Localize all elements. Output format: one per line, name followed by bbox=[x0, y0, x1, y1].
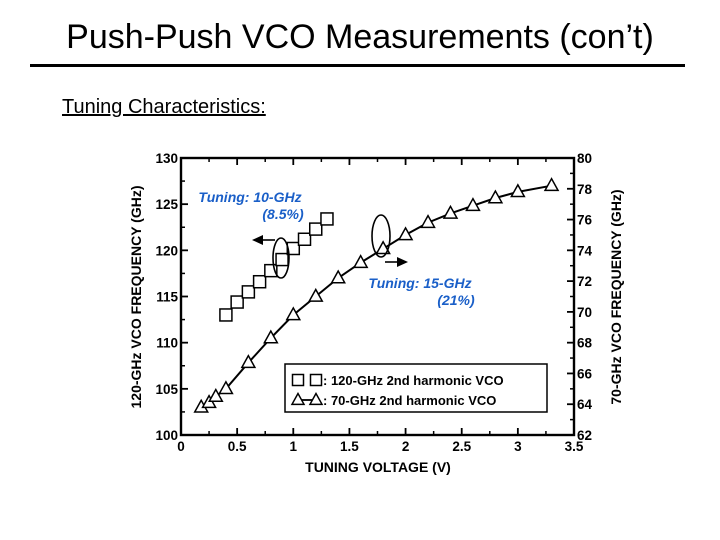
x-tick-label: 0.5 bbox=[228, 439, 247, 454]
data-point-120ghz bbox=[219, 308, 233, 322]
data-point-70ghz bbox=[543, 177, 560, 192]
x-tick-label: 3 bbox=[514, 439, 522, 454]
y-right-tick-label: 78 bbox=[577, 182, 593, 197]
legend-box bbox=[284, 363, 548, 413]
right-arrow-head-icon bbox=[397, 257, 408, 267]
y-right-tick-label: 72 bbox=[577, 274, 592, 289]
data-point-120ghz bbox=[275, 252, 289, 267]
y-left-tick-label: 115 bbox=[156, 290, 178, 305]
data-point-70ghz bbox=[218, 380, 234, 395]
data-point-70ghz bbox=[307, 287, 324, 302]
y-right-tick-label: 76 bbox=[577, 213, 593, 228]
left-arrow-head-icon bbox=[252, 235, 263, 245]
x-tick-label: 1.5 bbox=[340, 439, 359, 454]
data-point-120ghz bbox=[241, 285, 256, 299]
data-point-70ghz bbox=[285, 306, 302, 321]
y-left-tick-label: 125 bbox=[155, 197, 178, 212]
x-tick-label: 1 bbox=[290, 439, 298, 454]
x-tick-label: 3.5 bbox=[565, 439, 584, 454]
left-tuning-label-2: (8.5%) bbox=[262, 206, 304, 222]
legend-triangle-marker bbox=[308, 391, 324, 406]
data-point-70ghz bbox=[263, 329, 279, 344]
y-right-tick-label: 62 bbox=[577, 428, 592, 443]
right-tuning-ellipse bbox=[371, 214, 391, 258]
data-point-120ghz bbox=[297, 232, 312, 247]
data-point-70ghz bbox=[240, 354, 257, 369]
x-axis-label: TUNING VOLTAGE (V) bbox=[305, 459, 451, 475]
y-right-tick-label: 64 bbox=[577, 397, 593, 412]
data-point-70ghz bbox=[510, 183, 526, 198]
data-point-70ghz bbox=[465, 197, 481, 212]
data-point-120ghz bbox=[230, 295, 244, 309]
legend-square-marker bbox=[309, 373, 323, 387]
data-point-70ghz bbox=[487, 189, 504, 204]
legend-label-120ghz: : 120-GHz 2nd harmonic VCO bbox=[323, 373, 504, 388]
data-point-70ghz bbox=[442, 204, 459, 219]
data-point-120ghz bbox=[252, 274, 267, 289]
x-tick-label: 2.5 bbox=[452, 439, 471, 454]
y-right-tick-label: 80 bbox=[577, 151, 592, 166]
y-left-tick-label: 130 bbox=[155, 151, 178, 166]
slide-title: Push-Push VCO Measurements (con’t) bbox=[66, 18, 654, 56]
y-right-tick-label: 70 bbox=[577, 305, 592, 320]
right-tuning-label-1: Tuning: 15-GHz bbox=[368, 275, 471, 291]
slide-subtitle: Tuning Characteristics: bbox=[62, 96, 266, 118]
y-right-tick-label: 74 bbox=[577, 243, 593, 258]
series-markers bbox=[193, 177, 560, 413]
x-tick-label: 2 bbox=[402, 439, 410, 454]
legend-label-70ghz: : 70-GHz 2nd harmonic VCO bbox=[323, 393, 496, 408]
left-tuning-label-1: Tuning: 10-GHz bbox=[198, 189, 301, 205]
title-divider bbox=[30, 64, 685, 67]
data-point-70ghz bbox=[330, 269, 346, 284]
y-left-tick-label: 100 bbox=[155, 428, 178, 443]
y-right-tick-label: 66 bbox=[577, 366, 593, 381]
data-point-70ghz bbox=[420, 214, 436, 229]
right-tuning-label-2: (21%) bbox=[437, 292, 475, 308]
y-axis-right-label: 70-GHz VCO FREQUENCY (GHz) bbox=[608, 189, 624, 404]
axis-tick-labels: 0 0.5 1 1.5 2 2.5 3 3.5 100 105 110 115 120 125 130 62 6… bbox=[155, 151, 592, 454]
data-point-120ghz bbox=[320, 212, 334, 226]
legend-triangle-marker bbox=[290, 391, 306, 406]
left-tuning-ellipse bbox=[272, 237, 290, 279]
data-point-120ghz bbox=[308, 222, 323, 236]
axis-ticks bbox=[180, 157, 575, 436]
x-tick-label: 0 bbox=[177, 439, 185, 454]
y-left-tick-label: 110 bbox=[156, 336, 178, 351]
y-left-tick-label: 105 bbox=[155, 382, 178, 397]
data-point-70ghz bbox=[208, 387, 224, 402]
data-point-70ghz bbox=[352, 254, 369, 269]
legend-symbols bbox=[290, 373, 324, 406]
data-point-70ghz bbox=[397, 226, 414, 241]
data-point-70ghz bbox=[375, 240, 391, 255]
y-right-tick-label: 68 bbox=[577, 336, 593, 351]
y-axis-left-label: 120-GHz VCO FREQUENCY (GHz) bbox=[128, 186, 144, 409]
y-left-tick-label: 120 bbox=[155, 243, 178, 258]
legend-square-marker bbox=[291, 373, 305, 387]
